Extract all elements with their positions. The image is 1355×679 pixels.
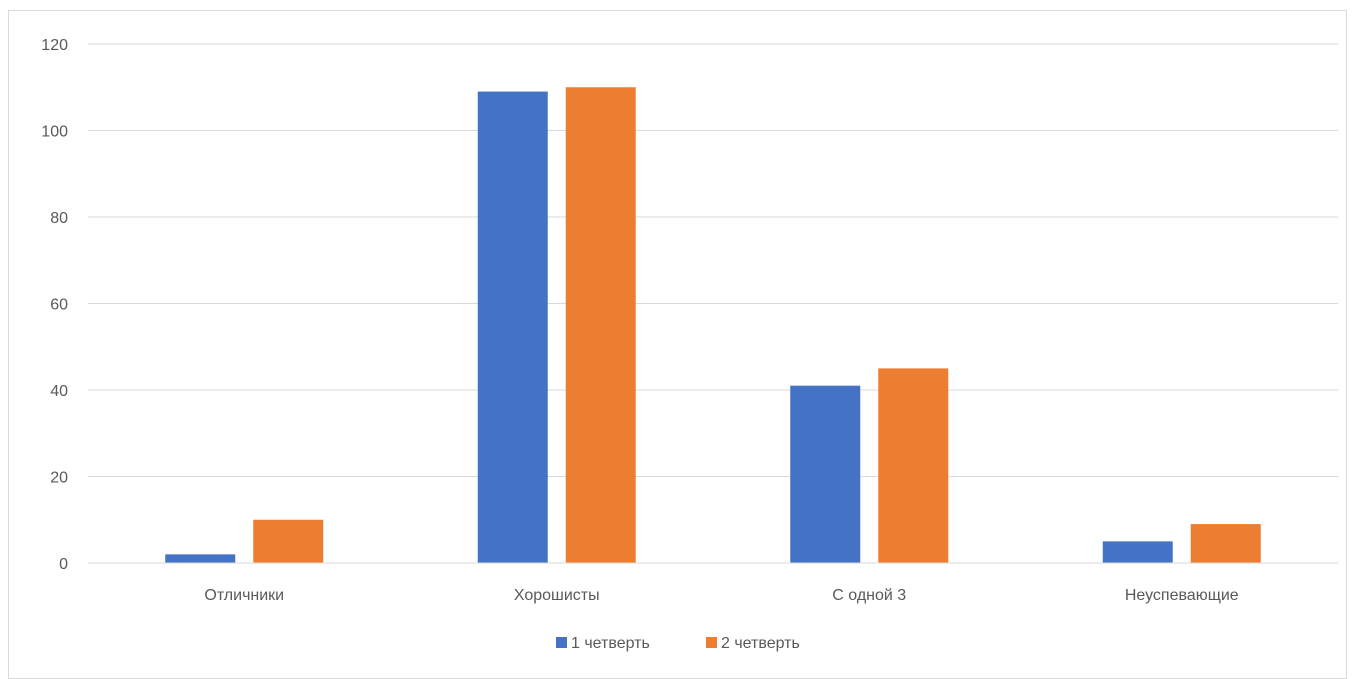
bar [253,519,324,563]
gridlines [88,43,1338,477]
legend-swatch [706,637,717,648]
y-tick-label: 0 [59,556,68,573]
bar [565,87,636,563]
y-tick-label: 60 [50,297,68,314]
legend: 1 четверть 2 четверть [556,635,800,652]
bar [1102,541,1173,563]
y-tick-label: 120 [41,37,68,54]
y-tick-label: 20 [50,470,68,487]
x-tick-label: Отличники [204,587,284,604]
bar [790,385,861,563]
legend-label: 1 четверть [571,635,650,652]
bar [878,368,949,563]
y-tick-label: 100 [41,124,68,141]
bars [165,87,1261,563]
legend-label: 2 четверть [721,635,800,652]
x-axis-tick-labels: Отличники Хорошисты С одной 3 Неуспевающие [204,587,1238,604]
x-tick-label: Неуспевающие [1125,587,1239,604]
bar [1190,524,1261,563]
chart-frame [8,10,1347,679]
legend-swatch [556,637,567,648]
x-tick-label: Хорошисты [514,587,600,604]
x-tick-label: С одной 3 [832,587,906,604]
bar [477,91,548,563]
y-tick-label: 80 [50,210,68,227]
bar [165,554,236,563]
y-axis-tick-labels: 0 20 40 60 80 100 120 [41,37,68,573]
y-tick-label: 40 [50,383,68,400]
